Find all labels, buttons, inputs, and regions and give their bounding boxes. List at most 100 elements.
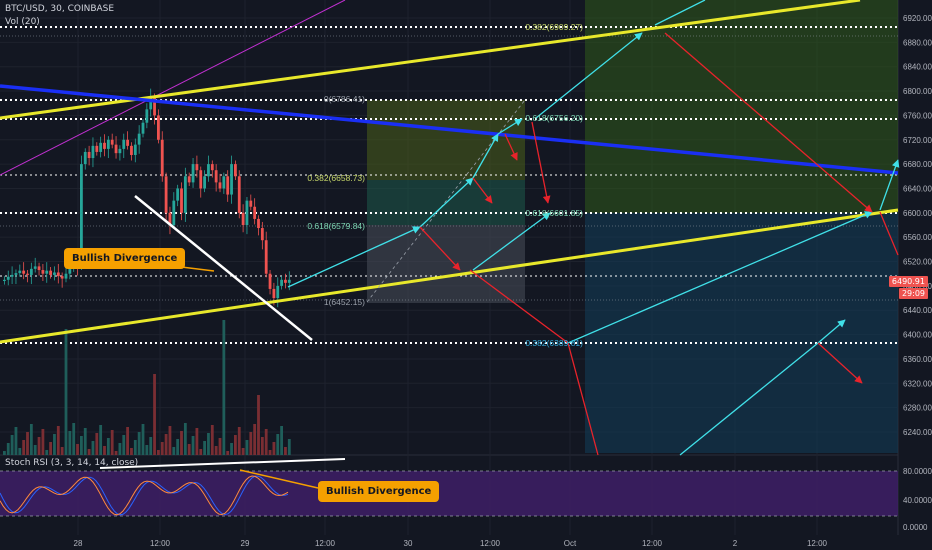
symbol-label[interactable]: BTC/USD, 30, COINBASE	[5, 4, 115, 14]
divergence-line-stoch[interactable]	[99, 458, 346, 469]
candle[interactable]	[187, 176, 191, 183]
candle[interactable]	[280, 279, 283, 286]
yellow-support-line[interactable]	[0, 208, 899, 344]
blue-trendline[interactable]	[0, 84, 899, 175]
volume-bar	[160, 442, 164, 455]
candle[interactable]	[133, 144, 137, 155]
volume-bar	[191, 436, 195, 455]
bullish-divergence-callout[interactable]: Bullish Divergence	[64, 248, 186, 269]
volume-bar	[37, 437, 41, 455]
candle[interactable]	[49, 270, 52, 275]
candle[interactable]	[218, 182, 222, 189]
candle[interactable]	[60, 276, 64, 279]
candle[interactable]	[264, 240, 268, 274]
candle[interactable]	[168, 212, 172, 225]
time-axis[interactable]: 28 12:00 29 12:00 30 12:00 Oct 12:00 2 12:00	[74, 539, 828, 548]
candle[interactable]	[18, 270, 22, 274]
candle[interactable]	[272, 288, 276, 299]
candle[interactable]	[253, 206, 257, 219]
candle[interactable]	[176, 188, 180, 201]
candle[interactable]	[276, 285, 280, 299]
candle[interactable]	[257, 218, 260, 229]
candle[interactable]	[3, 279, 6, 282]
candle[interactable]	[45, 270, 49, 274]
candle[interactable]	[230, 164, 233, 195]
candle[interactable]	[210, 164, 214, 171]
stoch-title[interactable]: Stoch RSI (3, 3, 14, 14, close)	[5, 458, 139, 468]
candle[interactable]	[110, 139, 114, 145]
price-axis[interactable]: 6920.00 6880.00 6840.00 6800.00 6760.00 6720.…	[903, 14, 932, 437]
candle[interactable]	[241, 212, 245, 225]
candle[interactable]	[237, 176, 241, 213]
fib-labels: 0(6786.41) 0.382(6658.73) 0.618(6579.84)…	[307, 22, 583, 348]
candle[interactable]	[99, 142, 103, 152]
candle[interactable]	[141, 122, 145, 134]
candle[interactable]	[164, 176, 168, 213]
candle[interactable]	[180, 188, 183, 213]
candle[interactable]	[234, 164, 237, 177]
candle[interactable]	[172, 200, 176, 225]
candle[interactable]	[268, 273, 272, 289]
candle[interactable]	[160, 139, 164, 177]
candle[interactable]	[214, 170, 218, 183]
candle[interactable]	[226, 176, 230, 195]
candle[interactable]	[33, 266, 37, 269]
candle[interactable]	[149, 97, 153, 110]
candle[interactable]	[183, 176, 187, 213]
candle[interactable]	[137, 133, 141, 145]
candle[interactable]	[29, 268, 33, 275]
volume-bar	[60, 447, 64, 455]
candle[interactable]	[203, 176, 206, 189]
candle[interactable]	[80, 164, 83, 267]
candle[interactable]	[199, 170, 203, 189]
candle[interactable]	[64, 273, 68, 279]
candle[interactable]	[130, 145, 133, 155]
candle[interactable]	[87, 151, 91, 159]
candle[interactable]	[6, 276, 10, 280]
arrow-down	[419, 226, 461, 271]
magenta-trendline[interactable]	[0, 0, 346, 176]
candle[interactable]	[26, 273, 29, 275]
candle[interactable]	[249, 200, 253, 207]
candle[interactable]	[222, 176, 226, 189]
volume-bar	[72, 423, 76, 455]
candle[interactable]	[56, 272, 60, 277]
candle[interactable]	[207, 164, 210, 177]
candle[interactable]	[114, 144, 118, 154]
candle[interactable]	[126, 139, 129, 146]
arrow-down	[472, 177, 493, 204]
candle[interactable]	[22, 270, 26, 274]
time-tick: 28	[74, 539, 83, 548]
candle[interactable]	[83, 151, 87, 165]
candle[interactable]	[37, 266, 41, 271]
candle[interactable]	[68, 264, 72, 274]
candle[interactable]	[103, 142, 106, 149]
candle[interactable]	[91, 145, 95, 159]
candle[interactable]	[287, 279, 291, 283]
volume-bar	[14, 427, 18, 455]
candle[interactable]	[157, 115, 160, 140]
candle[interactable]	[95, 145, 99, 152]
candle[interactable]	[122, 139, 126, 149]
candle[interactable]	[153, 97, 156, 116]
candle[interactable]	[245, 200, 249, 225]
candle[interactable]	[191, 164, 195, 183]
candles[interactable]	[3, 88, 291, 308]
stoch-divergence-callout[interactable]: Bullish Divergence	[318, 481, 440, 502]
volume-bar	[230, 443, 233, 455]
candle[interactable]	[118, 148, 122, 154]
candle[interactable]	[195, 164, 199, 171]
candle[interactable]	[53, 272, 56, 275]
candle[interactable]	[260, 228, 264, 241]
candle[interactable]	[145, 109, 149, 123]
volume-bar	[118, 443, 122, 455]
price-tick: 6320.00	[903, 379, 932, 388]
candle[interactable]	[14, 273, 18, 275]
candle[interactable]	[10, 274, 14, 277]
volume-label[interactable]: Vol (20)	[5, 17, 40, 27]
divergence-line-price[interactable]	[134, 195, 313, 341]
candle[interactable]	[41, 270, 45, 274]
candle[interactable]	[106, 139, 110, 149]
candle[interactable]	[284, 279, 287, 283]
